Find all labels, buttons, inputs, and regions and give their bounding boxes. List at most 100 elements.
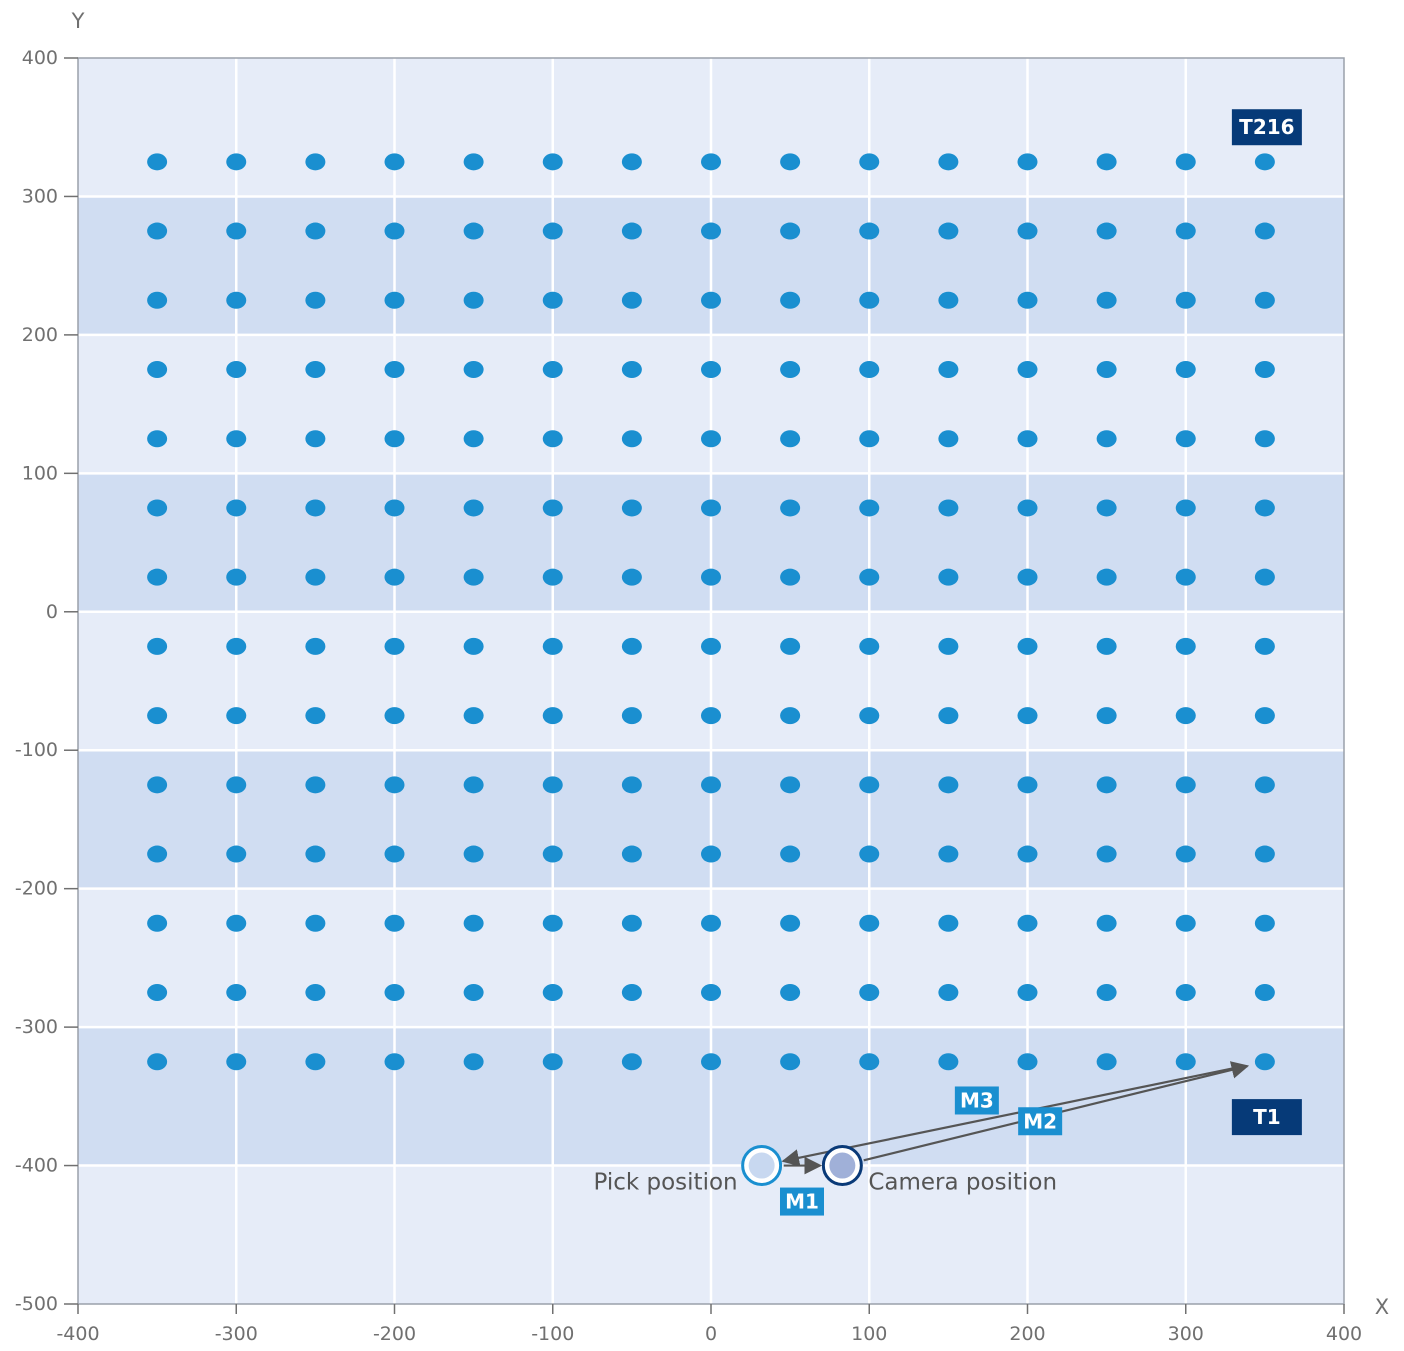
tag-t1-bg (1231, 1099, 1302, 1136)
grid-point (1096, 361, 1117, 378)
grid-point (1254, 1053, 1275, 1071)
grid-point (542, 776, 563, 794)
grid-point (1254, 499, 1275, 517)
y-axis-title: Y (71, 9, 85, 33)
grid-point (1096, 499, 1117, 517)
grid-point (147, 707, 168, 725)
grid-point (542, 361, 563, 378)
grid-point (1175, 568, 1196, 586)
grid-point (463, 153, 484, 171)
grid-point (938, 499, 959, 517)
grid-lines (78, 58, 1344, 1304)
grid-point (1175, 707, 1196, 725)
grid-point (542, 222, 563, 240)
grid-point (226, 984, 247, 1001)
grid-point (1175, 222, 1196, 240)
y-tick-label: -500 (15, 1293, 58, 1315)
x-tick-label: -200 (373, 1323, 416, 1345)
grid-point (701, 776, 721, 794)
grid-point (1096, 153, 1117, 171)
grid-point (1175, 291, 1196, 309)
grid-point (1096, 845, 1117, 863)
tag-t216-bg (1231, 109, 1302, 146)
grid-point (1017, 430, 1038, 448)
x-tick-label: 300 (1168, 1323, 1204, 1345)
grid-point (859, 1053, 880, 1071)
x-tick-label: 200 (1009, 1323, 1045, 1345)
grid-point (226, 1053, 247, 1071)
grid-point (1254, 153, 1275, 171)
y-tick-label: -100 (15, 739, 58, 761)
grid-point (226, 291, 247, 309)
y-tick-label: 200 (22, 324, 58, 346)
grid-point (305, 568, 326, 586)
grid-point (1254, 291, 1275, 309)
x-tick-label: 400 (1326, 1323, 1362, 1345)
grid-point (463, 1053, 484, 1071)
grid-point (463, 499, 484, 517)
grid-point (1254, 914, 1275, 932)
grid-point (542, 637, 563, 655)
grid-point (859, 153, 880, 171)
grid-point (305, 707, 326, 725)
grid-point (1254, 776, 1275, 794)
grid-point (621, 914, 642, 932)
grid-point (384, 153, 405, 171)
grid-point (226, 430, 247, 448)
tag-t1: T1 (1231, 1099, 1302, 1136)
grid-point (542, 845, 563, 863)
grid-point (542, 568, 563, 586)
grid-point (859, 707, 880, 725)
grid-point (226, 914, 247, 932)
grid-point (701, 914, 721, 932)
x-tick-label: -400 (56, 1323, 99, 1345)
grid-point (305, 1053, 326, 1071)
grid-point (542, 499, 563, 517)
grid-point (1175, 984, 1196, 1001)
grid-point (1017, 776, 1038, 794)
grid-point (463, 637, 484, 655)
grid-point (1017, 499, 1038, 517)
grid-point (1175, 153, 1196, 171)
grid-point (1096, 222, 1117, 240)
grid-point (621, 361, 642, 378)
grid-point (226, 222, 247, 240)
grid-point (780, 222, 801, 240)
grid-point (701, 361, 721, 378)
grid-point (621, 153, 642, 171)
grid-point (147, 430, 168, 448)
grid-point (384, 568, 405, 586)
grid-point (1254, 430, 1275, 448)
grid-point (542, 291, 563, 309)
grid-point (226, 499, 247, 517)
grid-point (384, 222, 405, 240)
grid-point (859, 984, 880, 1001)
axes: -400 -300 -200 -100 0 100 200 300 400 400 300 200 10… (15, 9, 1389, 1345)
badge-m2: M2 (1018, 1107, 1063, 1136)
grid-point (147, 499, 168, 517)
grid-point (463, 568, 484, 586)
grid-point (1254, 361, 1275, 378)
grid-point (1017, 707, 1038, 725)
grid-point (542, 707, 563, 725)
grid-point (780, 568, 801, 586)
grid-point (938, 984, 959, 1001)
grid-point (1017, 568, 1038, 586)
grid-point (463, 984, 484, 1001)
grid-point (780, 845, 801, 863)
grid-point (305, 430, 326, 448)
tags: T216 T1 (1231, 109, 1302, 1136)
grid-points (147, 153, 1275, 1071)
grid-point (701, 430, 721, 448)
grid-point (859, 568, 880, 586)
y-tick-label: -300 (15, 1016, 58, 1038)
tag-t1-label: T1 (1253, 1105, 1281, 1129)
grid-point (1254, 637, 1275, 655)
grid-point (621, 499, 642, 517)
grid-point (1175, 430, 1196, 448)
grid-point (780, 1053, 801, 1071)
tag-t216: T216 (1231, 109, 1302, 146)
y-tick-label: 300 (22, 185, 58, 207)
grid-point (384, 914, 405, 932)
